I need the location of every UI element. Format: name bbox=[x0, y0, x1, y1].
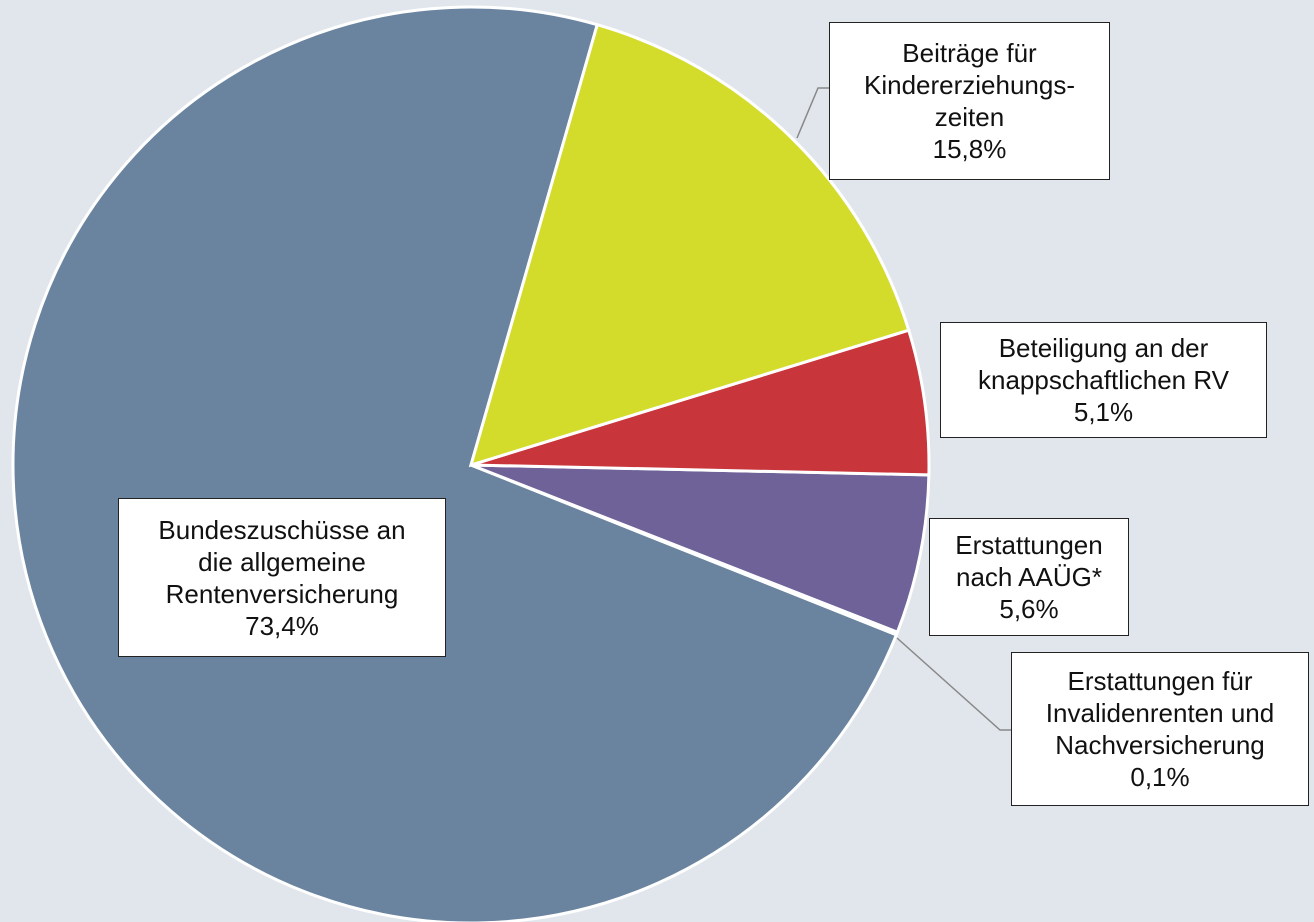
pie-slice bbox=[470, 463, 931, 635]
value-label: 15,8% bbox=[932, 134, 1007, 164]
value-label: 5,6% bbox=[999, 594, 1059, 624]
category-label: Beiträge für Kindererziehungs- zeiten bbox=[863, 38, 1075, 132]
data-label-box: Bundeszuschüsse an die allgemeine Renten… bbox=[118, 498, 446, 657]
category-label: Erstattungen nach AAÜG* bbox=[955, 530, 1103, 592]
pie-slice bbox=[11, 5, 899, 922]
leader-line bbox=[796, 87, 829, 139]
pie-slice bbox=[470, 328, 931, 477]
data-label-box: Beteiligung an der knappschaftlichen RV 5… bbox=[940, 322, 1267, 438]
pie-slice bbox=[468, 22, 911, 468]
value-label: 0,1% bbox=[1130, 762, 1190, 792]
category-label: Erstattungen für Invalidenrenten und Nac… bbox=[1045, 666, 1275, 760]
data-label-box: Erstattungen nach AAÜG* 5,6% bbox=[929, 518, 1129, 636]
category-label: Beteiligung an der knappschaftlichen RV bbox=[977, 333, 1229, 395]
category-label: Bundeszuschüsse an die allgemeine Renten… bbox=[158, 514, 406, 609]
data-label-box: Beiträge für Kindererziehungs- zeiten 15,… bbox=[829, 22, 1110, 180]
data-label-box: Erstattungen für Invalidenrenten und Nac… bbox=[1011, 652, 1309, 806]
value-label: 5,1% bbox=[1073, 397, 1134, 427]
value-label: 73,4% bbox=[245, 610, 319, 641]
leader-line bbox=[896, 637, 1011, 731]
